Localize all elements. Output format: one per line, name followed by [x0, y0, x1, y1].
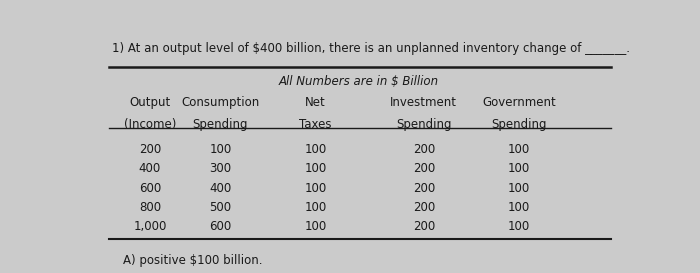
Text: 1) At an output level of $400 billion, there is an unplanned inventory change of: 1) At an output level of $400 billion, t… — [112, 42, 630, 55]
Text: Spending: Spending — [396, 118, 452, 131]
Text: 800: 800 — [139, 201, 161, 214]
Text: 100: 100 — [508, 221, 530, 233]
Text: 200: 200 — [139, 143, 161, 156]
Text: Spending: Spending — [491, 118, 547, 131]
Text: 200: 200 — [413, 221, 435, 233]
Text: 100: 100 — [304, 162, 326, 176]
Text: 200: 200 — [413, 162, 435, 176]
Text: Consumption: Consumption — [181, 96, 260, 109]
Text: 200: 200 — [413, 182, 435, 195]
Text: 100: 100 — [508, 182, 530, 195]
Text: 100: 100 — [508, 143, 530, 156]
Text: 500: 500 — [209, 201, 232, 214]
Text: All Numbers are in $ Billion: All Numbers are in $ Billion — [279, 75, 439, 88]
Text: Net: Net — [305, 96, 326, 109]
Text: 100: 100 — [304, 221, 326, 233]
Text: 100: 100 — [304, 182, 326, 195]
Text: A) positive $100 billion.: A) positive $100 billion. — [122, 254, 262, 267]
Text: 100: 100 — [304, 201, 326, 214]
Text: 100: 100 — [508, 162, 530, 176]
Text: 400: 400 — [139, 162, 161, 176]
Text: 100: 100 — [508, 201, 530, 214]
Text: 100: 100 — [304, 143, 326, 156]
Text: 200: 200 — [413, 201, 435, 214]
Text: 200: 200 — [413, 143, 435, 156]
Text: 100: 100 — [209, 143, 232, 156]
Text: 1,000: 1,000 — [133, 221, 167, 233]
Text: Government: Government — [482, 96, 556, 109]
Text: 400: 400 — [209, 182, 232, 195]
Text: 600: 600 — [139, 182, 161, 195]
Text: 300: 300 — [209, 162, 232, 176]
Text: Taxes: Taxes — [299, 118, 332, 131]
Text: Spending: Spending — [193, 118, 248, 131]
Text: (Income): (Income) — [124, 118, 176, 131]
Text: Investment: Investment — [391, 96, 457, 109]
Text: Output: Output — [130, 96, 171, 109]
Text: 600: 600 — [209, 221, 232, 233]
